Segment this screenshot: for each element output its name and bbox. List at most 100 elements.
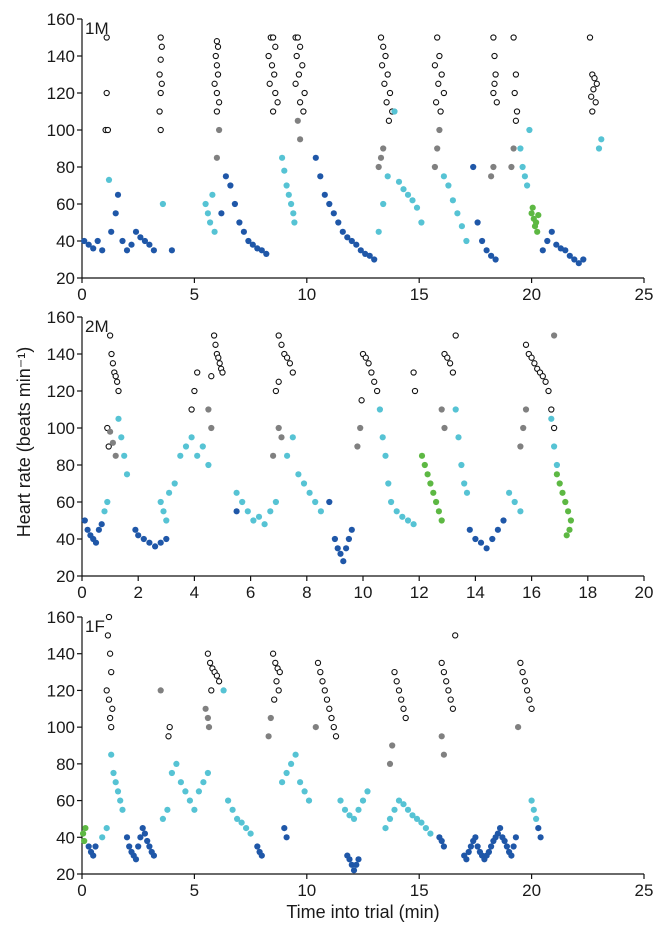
data-point-blue <box>90 245 97 252</box>
data-point-cyan <box>548 415 555 422</box>
chart-panel-1M: 20 40 60 80 100 120 140 160 0 5 10 15 20 25 1M <box>47 10 654 304</box>
data-point-open <box>381 80 388 87</box>
data-point-blue <box>366 252 373 259</box>
data-point-grey <box>275 424 282 432</box>
data-point-grey <box>265 733 272 740</box>
data-point-cyan <box>123 471 131 478</box>
data-point-cyan <box>300 480 308 487</box>
data-point-blue <box>98 521 105 528</box>
data-point-open <box>545 387 552 395</box>
data-point-cyan <box>238 819 245 826</box>
data-point-green <box>433 498 440 506</box>
data-point-cyan <box>290 210 297 217</box>
data-point-open <box>157 89 164 97</box>
data-point-open <box>214 43 222 50</box>
data-point-grey <box>490 163 497 171</box>
data-point-open <box>490 34 497 41</box>
data-point-cyan <box>288 760 295 768</box>
data-point-open <box>108 668 115 676</box>
data-point-open <box>275 378 282 385</box>
data-point-open <box>432 99 440 106</box>
panel-label: 1F <box>85 617 105 636</box>
data-point-open <box>513 108 521 115</box>
data-point-open <box>271 71 278 78</box>
data-point-grey <box>278 434 285 441</box>
x-tick-label: 20 <box>635 583 654 602</box>
data-point-open <box>112 373 119 380</box>
data-point-cyan <box>551 443 558 450</box>
data-point-blue <box>152 543 159 550</box>
data-point-cyan <box>261 521 268 528</box>
data-point-blue <box>350 867 358 874</box>
data-point-cyan <box>312 498 319 506</box>
data-point-open <box>157 126 164 134</box>
data-point-open <box>539 373 546 380</box>
data-point-cyan <box>289 434 296 441</box>
data-point-cyan <box>375 228 382 235</box>
data-point-cyan <box>305 797 313 804</box>
data-point-blue <box>483 545 490 552</box>
data-point-blue <box>321 191 328 198</box>
data-point-open <box>402 714 409 722</box>
data-point-green <box>567 517 575 524</box>
data-point-cyan <box>284 452 291 459</box>
data-point-open <box>492 71 499 78</box>
data-point-blue <box>348 237 355 245</box>
y-tick-label: 120 <box>47 84 75 103</box>
data-point-blue <box>562 247 569 254</box>
data-point-blue <box>346 856 353 863</box>
data-point-blue <box>326 200 333 208</box>
data-point-cyan <box>463 237 470 245</box>
data-point-cyan <box>182 443 190 450</box>
data-point-cyan <box>104 498 111 506</box>
data-point-open <box>266 80 273 87</box>
y-tick-label: 160 <box>47 608 75 627</box>
data-point-cyan <box>350 815 358 823</box>
data-point-cyan <box>229 806 236 813</box>
y-tick-label: 120 <box>47 681 75 700</box>
data-point-cyan <box>410 521 417 528</box>
data-point-open <box>294 34 301 41</box>
y-tick-label: 160 <box>47 308 75 327</box>
data-point-cyan <box>283 769 290 777</box>
data-point-blue <box>571 256 578 263</box>
data-point-cyan <box>382 452 389 459</box>
data-point-open <box>384 71 391 78</box>
data-point-open <box>548 406 555 413</box>
data-point-open <box>431 62 439 69</box>
data-point-grey <box>508 163 515 171</box>
data-point-blue <box>245 237 252 245</box>
data-point-open <box>208 373 215 380</box>
data-point-open <box>445 687 452 694</box>
data-point-open <box>443 678 450 685</box>
data-point-open <box>105 443 112 450</box>
data-point-open <box>204 650 212 657</box>
x-tick-label: 2 <box>133 583 142 602</box>
x-tick-label: 4 <box>190 583 199 602</box>
data-point-grey <box>488 173 495 180</box>
data-point-open <box>449 705 457 712</box>
data-point-blue <box>339 228 346 235</box>
data-point-cyan <box>511 498 518 506</box>
data-point-open <box>300 108 307 115</box>
data-point-cyan <box>295 471 302 478</box>
data-point-cyan <box>173 760 180 768</box>
data-point-open <box>272 659 279 667</box>
data-point-grey <box>375 163 382 171</box>
data-point-blue <box>438 837 445 845</box>
data-point-open <box>332 733 340 740</box>
data-point-open <box>274 99 281 106</box>
data-point-cyan <box>413 204 421 211</box>
data-point-cyan <box>279 779 286 786</box>
data-point-grey <box>380 145 387 152</box>
data-point-green <box>531 223 539 230</box>
x-tick-label: 20 <box>522 285 541 304</box>
data-point-cyan <box>530 806 537 813</box>
data-point-open <box>269 650 277 657</box>
data-point-grey <box>389 742 396 749</box>
data-point-grey <box>208 424 215 432</box>
data-point-blue <box>357 247 364 254</box>
y-tick-label: 100 <box>47 419 75 438</box>
data-point-blue <box>474 843 481 850</box>
data-point-cyan <box>445 182 452 189</box>
